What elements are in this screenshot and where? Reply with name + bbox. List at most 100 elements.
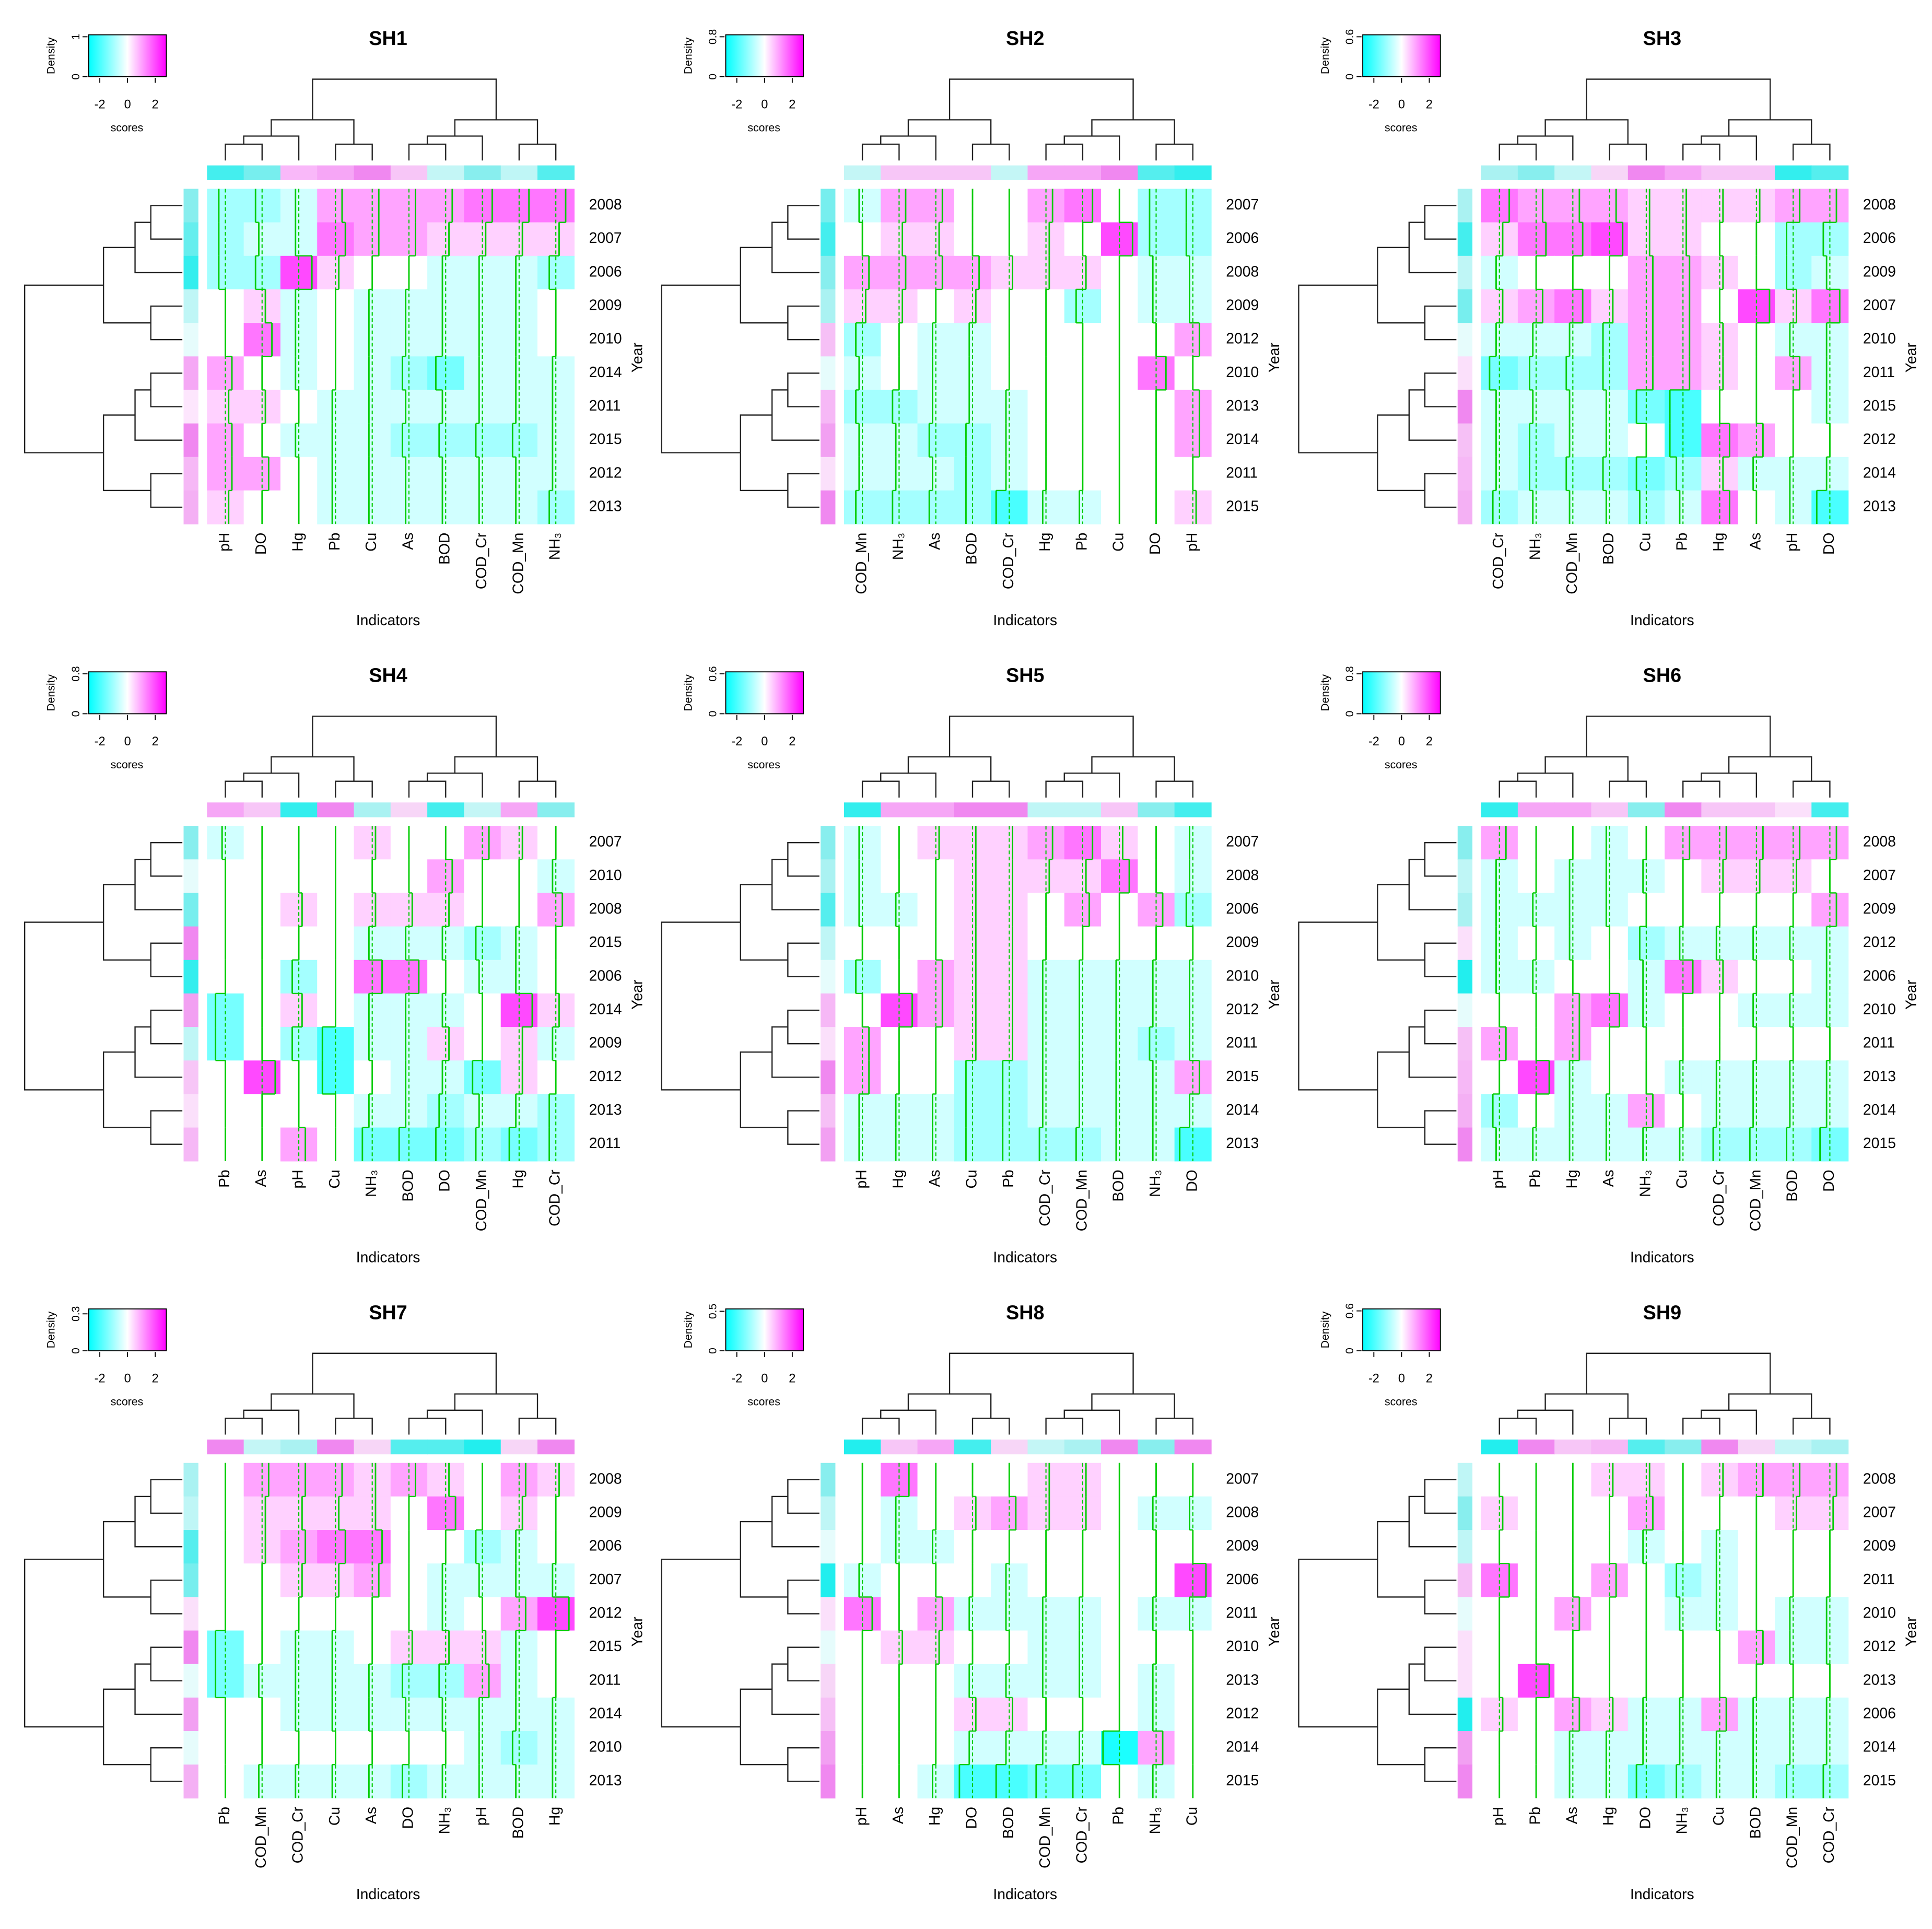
- key-y-tick-label: 0.8: [70, 666, 82, 682]
- col-side-color: [427, 1439, 465, 1455]
- row-side-color: [1457, 222, 1473, 256]
- heat-cell: [464, 189, 501, 223]
- col-label: DO: [963, 1807, 979, 1829]
- row-dendrogram: [1424, 1479, 1457, 1514]
- row-label: 2015: [1226, 498, 1259, 515]
- row-label: 2006: [1226, 229, 1259, 246]
- col-label: Pb: [1110, 1807, 1127, 1825]
- heat-cell: [280, 189, 318, 223]
- row-side-color: [821, 1094, 836, 1128]
- heat-cell: [1591, 826, 1629, 860]
- row-side-color: [183, 457, 198, 491]
- col-label: Hg: [889, 1170, 906, 1188]
- row-label: 2012: [589, 1068, 622, 1084]
- col-label: NH₃: [1636, 1170, 1653, 1197]
- heat-cell: [1591, 1697, 1629, 1732]
- row-side-color: [1457, 189, 1473, 223]
- row-label: 2011: [589, 1135, 621, 1151]
- row-label: 2010: [1226, 364, 1259, 380]
- row-label: 2009: [1226, 297, 1259, 313]
- y-axis-label: Year: [1266, 343, 1282, 372]
- row-side-color: [821, 1764, 836, 1799]
- heat-cell: [280, 423, 318, 458]
- heat-cell: [280, 1697, 318, 1732]
- col-label: BOD: [436, 533, 453, 565]
- panel-title: SH9: [1643, 1301, 1681, 1323]
- row-label: 2008: [589, 1470, 622, 1487]
- col-dendrogram: [1544, 119, 1629, 145]
- heat-cell: [991, 826, 1028, 860]
- heat-cell: [1517, 1127, 1555, 1162]
- heat-cell: [1811, 1697, 1849, 1732]
- row-label: 2010: [1226, 967, 1259, 984]
- col-side-color: [1064, 802, 1102, 817]
- col-label: NH₃: [1146, 1807, 1163, 1834]
- heat-cell: [1774, 1127, 1812, 1162]
- row-side-color: [821, 289, 836, 323]
- heat-cell: [427, 490, 465, 524]
- col-dendrogram: [971, 780, 1010, 798]
- col-side-color: [1517, 802, 1555, 817]
- row-side-color: [1457, 323, 1473, 357]
- row-side-color: [1457, 993, 1473, 1027]
- key-x-tick-label: 0: [124, 97, 131, 111]
- col-dendrogram: [1609, 143, 1647, 161]
- row-label: 2007: [589, 229, 622, 246]
- col-label: pH: [216, 533, 232, 552]
- key-y-tick-label: 0: [707, 1348, 719, 1354]
- col-dendrogram: [408, 780, 447, 798]
- row-dendrogram: [134, 389, 183, 441]
- row-dendrogram: [150, 305, 183, 341]
- heat-cell: [954, 490, 991, 524]
- key-x-tick-label: 0: [761, 97, 768, 111]
- key-x-tick-label: -2: [1368, 1372, 1379, 1385]
- col-side-color: [844, 1439, 881, 1455]
- row-side-color: [1457, 1463, 1473, 1497]
- row-label: 2009: [1863, 263, 1896, 279]
- heat-cell: [1738, 1463, 1775, 1497]
- heat-cell: [390, 423, 428, 458]
- heat-cell: [464, 423, 501, 458]
- key-bar: [1362, 671, 1441, 715]
- row-label: 2015: [1863, 1772, 1896, 1788]
- heat-cell: [427, 423, 465, 458]
- col-dendrogram: [1498, 780, 1537, 798]
- key-x-tick-label: -2: [95, 734, 106, 748]
- col-side-color: [1591, 1439, 1629, 1455]
- key-y-label: Density: [45, 1311, 57, 1348]
- heat-cell: [1481, 826, 1518, 860]
- key-y-label: Density: [1319, 37, 1331, 74]
- heat-cell: [917, 1764, 955, 1799]
- col-label: Pb: [216, 1807, 232, 1825]
- heat-cell: [280, 1764, 318, 1799]
- col-label: COD_Cr: [473, 533, 489, 589]
- key-bar: [1362, 34, 1441, 77]
- col-label: COD_Cr: [1490, 533, 1506, 589]
- row-side-color: [183, 1731, 198, 1765]
- x-axis-label: Indicators: [1630, 1249, 1694, 1266]
- heat-cell: [1738, 1127, 1775, 1162]
- row-side-color: [821, 1731, 836, 1765]
- heat-cell: [917, 826, 955, 860]
- key-x-label: scores: [747, 759, 780, 771]
- row-dendrogram: [134, 1026, 183, 1078]
- row-label: 2012: [589, 464, 622, 481]
- key-y-label: Density: [1319, 674, 1331, 711]
- key-x-label: scores: [747, 122, 780, 134]
- heat-cell: [500, 189, 538, 223]
- heat-cell: [537, 490, 575, 524]
- row-side-color: [1457, 1664, 1473, 1698]
- col-dendrogram: [1586, 78, 1771, 120]
- key-y-label: Density: [45, 37, 57, 74]
- heat-cell: [317, 1764, 355, 1799]
- col-dendrogram: [1586, 715, 1771, 757]
- heat-cell: [1064, 1060, 1102, 1095]
- row-label: 2007: [1226, 833, 1259, 850]
- y-axis-label: Year: [628, 980, 645, 1010]
- row-dendrogram: [787, 372, 819, 407]
- row-label: 2012: [1226, 1704, 1259, 1721]
- heat-cell: [427, 1060, 465, 1095]
- col-side-color: [1665, 1439, 1702, 1455]
- col-dendrogram: [454, 1393, 538, 1419]
- heat-cell: [1665, 189, 1702, 223]
